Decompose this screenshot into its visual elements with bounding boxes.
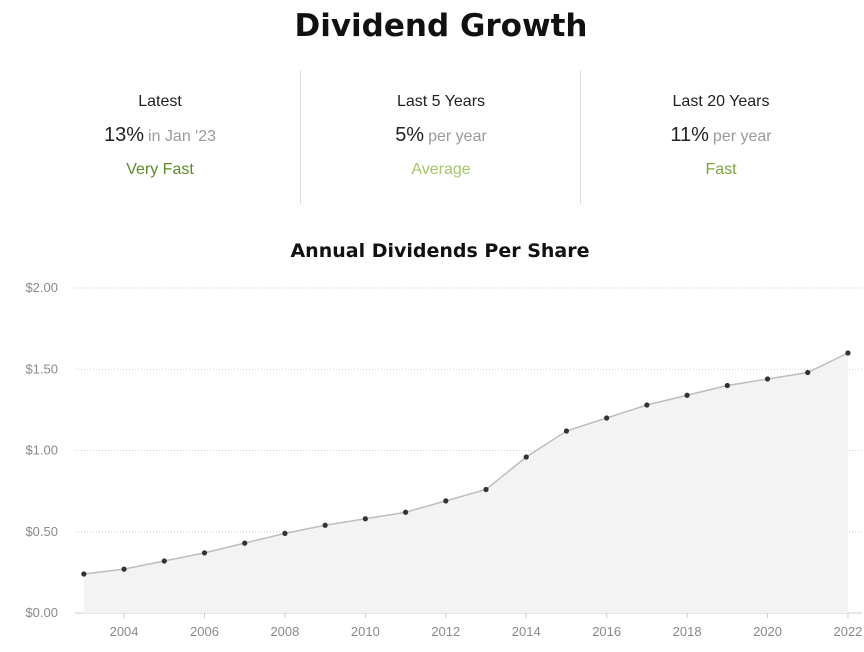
stat-label: Last 5 Years <box>396 93 486 110</box>
x-tick-label: 2018 <box>673 624 702 639</box>
data-point <box>483 486 489 493</box>
data-point <box>362 516 368 522</box>
data-point <box>604 415 610 421</box>
data-point <box>684 392 690 398</box>
data-point <box>322 522 328 528</box>
data-point <box>242 540 248 546</box>
x-tick-label: 2010 <box>351 624 380 639</box>
stat-value-line: 11% per year <box>581 124 861 147</box>
y-tick-label: $0.50 <box>25 524 58 539</box>
x-tick-label: 2004 <box>110 624 139 639</box>
stat-value: 13% <box>103 124 145 146</box>
data-point <box>81 571 87 577</box>
y-tick-label: $2.00 <box>25 280 58 295</box>
data-point <box>644 402 650 408</box>
x-tick-label: 2008 <box>270 624 299 639</box>
stat-rating: Very Fast <box>126 161 194 178</box>
x-tick-label: 2012 <box>431 624 460 639</box>
stat-rating: Average <box>411 161 471 178</box>
y-tick-label: $1.00 <box>25 443 58 458</box>
stat-latest: Latest 13% in Jan '23 Very Fast <box>20 70 300 204</box>
data-point <box>402 509 409 515</box>
stat-rating: Fast <box>705 161 737 178</box>
x-tick-label: 2006 <box>190 624 219 639</box>
data-point <box>845 350 851 356</box>
stat-value: 5% <box>395 124 425 146</box>
data-point <box>121 566 127 572</box>
y-tick-label: $0.00 <box>25 605 58 620</box>
series-area <box>83 353 848 613</box>
y-tick-label: $1.50 <box>25 361 58 376</box>
x-tick-label: 2016 <box>592 624 621 639</box>
data-point <box>764 376 771 382</box>
stat-unit: per year <box>428 128 487 145</box>
x-tick-label: 2014 <box>512 624 541 639</box>
data-point <box>282 530 288 536</box>
stats-panel: Latest 13% in Jan '23 Very Fast Last 5 Ye… <box>20 70 860 204</box>
stat-label: Last 20 Years <box>672 93 770 110</box>
series-line <box>83 352 849 575</box>
dividends-chart: $0.00 $0.50 $1.00 $1.50 $2.00 2004 2006 2008 201… <box>25 280 862 639</box>
data-point <box>805 369 811 376</box>
data-point <box>443 498 449 504</box>
stat-last-20-years: Last 20 Years 11% per year Fast <box>580 70 861 204</box>
stat-value: 11% <box>670 124 709 146</box>
stat-label: Latest <box>138 93 182 110</box>
data-point <box>161 558 167 564</box>
data-point <box>563 428 570 434</box>
page-title: Dividend Growth <box>294 8 588 44</box>
stat-last-5-years: Last 5 Years 5% per year Average <box>300 70 581 204</box>
x-tick-label: 2022 <box>833 624 862 639</box>
chart-title: Annual Dividends Per Share <box>290 240 590 262</box>
stat-unit: in Jan '23 <box>148 128 217 145</box>
data-point <box>724 382 730 389</box>
stat-value-line: 5% per year <box>301 124 581 147</box>
data-point <box>201 550 208 556</box>
x-tick-label: 2020 <box>753 624 782 639</box>
stat-value-line: 13% in Jan '23 <box>20 124 300 147</box>
stat-unit: per year <box>712 128 772 145</box>
data-point <box>523 454 529 460</box>
